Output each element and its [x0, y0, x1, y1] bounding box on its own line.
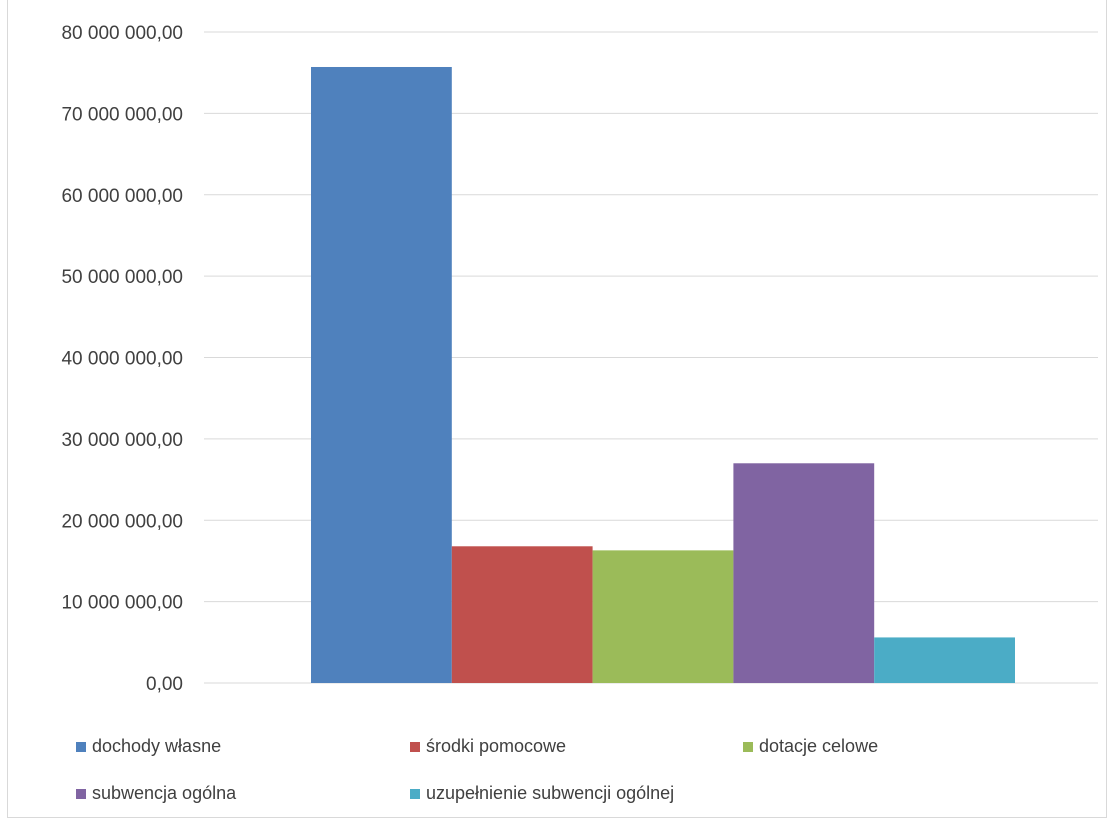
legend-label: subwencja ogólna: [92, 783, 237, 803]
y-axis-ticks: 0,00 10 000 000,00 20 000 000,00 30 000 000…: [61, 23, 183, 695]
legend-label: dochody własne: [92, 736, 222, 756]
bar-series-2: [451, 546, 593, 683]
legend-item: dochody własne: [76, 736, 221, 757]
legend-swatch: [410, 788, 420, 799]
y-tick-label: 80 000 000,00: [61, 23, 183, 44]
bar-series-5: [874, 637, 1015, 683]
y-tick-label: 20 000 000,00: [61, 511, 183, 532]
legend-swatch: [76, 788, 86, 799]
y-tick-label: 60 000 000,00: [61, 186, 183, 207]
legend-swatch: [76, 741, 86, 752]
y-tick-label: 40 000 000,00: [61, 349, 183, 370]
y-tick-label: 30 000 000,00: [61, 430, 183, 451]
legend-label: dotacje celowe: [759, 736, 879, 756]
y-tick-label: 70 000 000,00: [61, 104, 183, 125]
y-tick-label: 50 000 000,00: [61, 267, 183, 288]
legend-item: dotacje celowe: [743, 736, 878, 757]
bars: [311, 66, 1015, 683]
bar-series-4: [733, 463, 875, 683]
legend-label: środki pomocowe: [426, 736, 567, 756]
bar-series-1: [311, 66, 452, 683]
legend-swatch: [410, 741, 420, 752]
y-tick-label: 10 000 000,00: [61, 593, 183, 614]
legend-label: uzupełnienie subwencji ogólnej: [426, 783, 675, 803]
legend-item: subwencja ogólna: [76, 783, 236, 804]
legend-item: uzupełnienie subwencji ogólnej: [410, 783, 674, 804]
bar-series-3: [592, 550, 734, 683]
chart-frame: [7, 0, 1107, 818]
legend-swatch: [743, 741, 753, 752]
legend-item: środki pomocowe: [410, 736, 566, 757]
y-tick-label: 0,00: [146, 674, 183, 695]
